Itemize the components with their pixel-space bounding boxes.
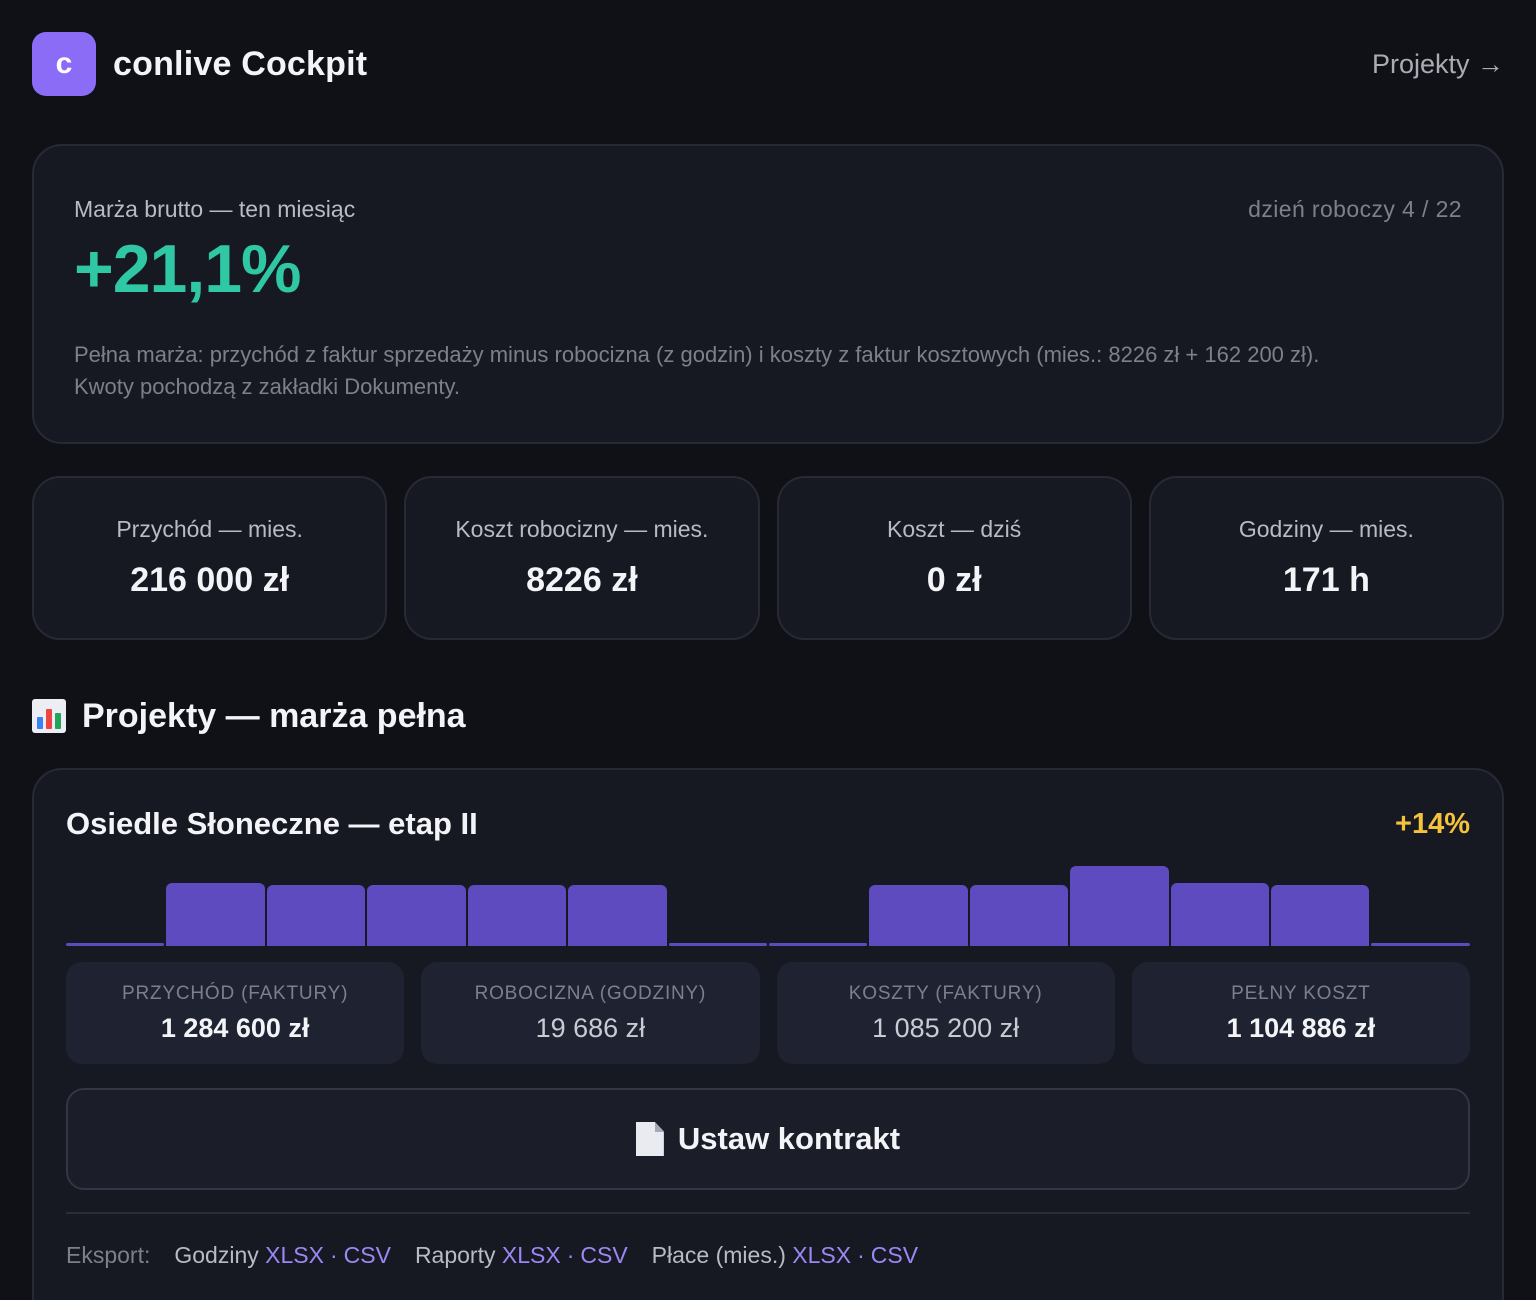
activity-bar	[1371, 943, 1470, 946]
activity-bar	[1070, 866, 1169, 946]
kpi-label: Koszt robocizny — mies.	[455, 516, 709, 542]
separator: ·	[857, 1241, 865, 1268]
activity-bar	[66, 943, 165, 946]
gross-margin-value: +21,1%	[74, 231, 302, 307]
activity-bar	[166, 883, 265, 946]
projects-nav-link[interactable]: Projekty →	[1371, 48, 1504, 79]
activity-bar	[869, 885, 968, 946]
stat-value: 1 104 886 zł	[1226, 1012, 1376, 1043]
activity-bar	[467, 885, 567, 946]
header: c conlive Cockpit Projekty →	[32, 32, 1504, 96]
kpi-card-revenue: Przychód — mies. 216 000 zł	[32, 476, 388, 640]
app-logo: c	[32, 32, 96, 96]
stat-value: 1 085 200 zł	[872, 1012, 1020, 1043]
app-title: conlive Cockpit	[113, 44, 368, 83]
gross-margin-card: Marża brutto — ten miesiąc dzień roboczy…	[32, 144, 1504, 444]
kpi-value: 0 zł	[926, 561, 982, 599]
set-contract-button[interactable]: Ustaw kontrakt	[66, 1088, 1470, 1190]
project-name: Osiedle Słoneczne — etap II	[66, 806, 478, 841]
export-reports-xlsx-link[interactable]: XLSX	[501, 1241, 561, 1268]
activity-bar	[1271, 885, 1370, 946]
stat-labor-hours: ROBOCIZNA (GODZINY) 19 686 zł	[421, 962, 760, 1064]
gross-margin-description: Pełna marża: przychód z faktur sprzedaży…	[74, 342, 1320, 399]
kpi-card-cost-today: Koszt — dziś 0 zł	[776, 476, 1132, 640]
kpi-label: Koszt — dziś	[887, 516, 1022, 542]
kpi-value: 216 000 zł	[130, 561, 290, 599]
bar-chart-icon	[32, 699, 66, 733]
projects-section-heading: Projekty — marża pełna	[32, 694, 466, 738]
kpi-row: Przychód — mies. 216 000 zł Koszt roboci…	[32, 476, 1504, 640]
divider	[66, 1212, 1470, 1214]
export-label: Eksport:	[66, 1241, 151, 1268]
export-group-name: Godziny	[174, 1241, 259, 1268]
activity-bar	[1170, 883, 1270, 946]
kpi-label: Przychód — mies.	[116, 516, 303, 542]
kpi-value: 171 h	[1282, 561, 1370, 599]
stat-revenue-invoices: PRZYCHÓD (FAKTURY) 1 284 600 zł	[66, 962, 405, 1064]
stat-value: 1 284 600 zł	[160, 1012, 310, 1043]
project-stats: PRZYCHÓD (FAKTURY) 1 284 600 zł ROBOCIZN…	[66, 962, 1470, 1064]
stat-label: ROBOCIZNA (GODZINY)	[474, 982, 707, 1004]
separator: ·	[329, 1241, 338, 1268]
export-hours-csv-link[interactable]: CSV	[343, 1241, 391, 1268]
section-title: Projekty — marża pełna	[82, 696, 466, 735]
stat-label: PRZYCHÓD (FAKTURY)	[122, 982, 349, 1004]
export-group-payroll: Płace (mies.) XLSX · CSV	[652, 1242, 918, 1269]
activity-bar	[969, 885, 1069, 946]
export-group-reports: Raporty XLSX · CSV	[415, 1242, 628, 1269]
project-card: Osiedle Słoneczne — etap II +14% PRZYCHÓ…	[32, 768, 1504, 1300]
document-icon	[635, 1122, 664, 1156]
activity-bar	[266, 885, 366, 946]
export-group-name: Płace (mies.)	[651, 1241, 786, 1268]
activity-bar	[768, 943, 868, 946]
project-margin-badge: +14%	[1395, 807, 1470, 840]
export-row: Eksport: Godziny XLSX · CSV Raporty XLSX · C…	[66, 1240, 942, 1270]
stat-costs-invoices: KOSZTY (FAKTURY) 1 085 200 zł	[776, 962, 1115, 1064]
stat-value: 19 686 zł	[535, 1012, 646, 1043]
export-payroll-xlsx-link[interactable]: XLSX	[792, 1241, 852, 1268]
activity-bar	[568, 885, 667, 946]
kpi-card-labor-cost: Koszt robocizny — mies. 8226 zł	[404, 476, 760, 640]
export-group-hours: Godziny XLSX · CSV	[174, 1242, 391, 1269]
export-reports-csv-link[interactable]: CSV	[580, 1241, 628, 1268]
activity-bar	[367, 885, 466, 946]
kpi-label: Godziny — mies.	[1238, 516, 1414, 542]
export-group-name: Raporty	[414, 1241, 496, 1268]
gross-margin-label: Marża brutto — ten miesiąc	[74, 196, 356, 222]
stat-label: KOSZTY (FAKTURY)	[848, 982, 1043, 1004]
export-hours-xlsx-link[interactable]: XLSX	[265, 1241, 324, 1268]
workday-counter: dzień roboczy 4 / 22	[1248, 196, 1462, 222]
activity-bar	[668, 943, 767, 946]
separator: ·	[566, 1241, 575, 1268]
project-activity-bars	[66, 866, 1470, 946]
stat-label: PEŁNY KOSZT	[1231, 982, 1371, 1004]
brand: c conlive Cockpit	[32, 32, 367, 96]
kpi-value: 8226 zł	[526, 561, 638, 599]
kpi-card-hours: Godziny — mies. 171 h	[1148, 476, 1504, 640]
export-payroll-csv-link[interactable]: CSV	[870, 1241, 919, 1268]
set-contract-label: Ustaw kontrakt	[677, 1121, 901, 1156]
stat-full-cost: PEŁNY KOSZT 1 104 886 zł	[1131, 962, 1470, 1064]
